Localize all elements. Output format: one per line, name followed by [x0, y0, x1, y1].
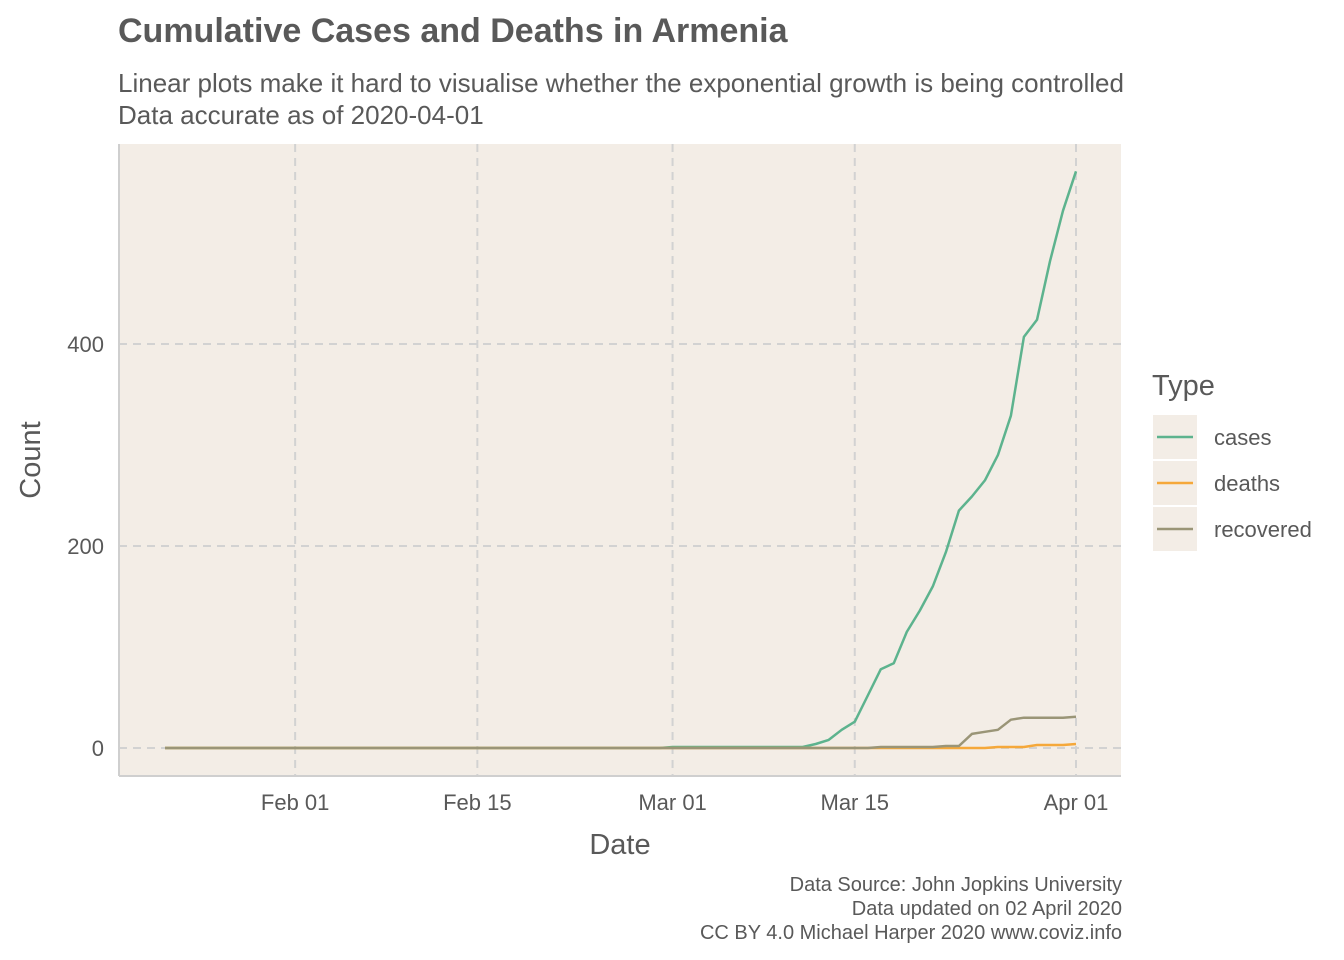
legend: Type cases deaths recovered [1152, 370, 1312, 551]
x-tick-label: Mar 01 [638, 790, 706, 815]
x-axis-title: Date [589, 829, 650, 861]
x-tick-label: Mar 15 [821, 790, 889, 815]
y-tick-label: 400 [67, 332, 104, 357]
legend-title: Type [1152, 370, 1215, 402]
grid-layer [119, 144, 1121, 776]
label-layer: Feb 01 Feb 15 Mar 01 Mar 15 Apr 01 0 200 400 Dat… [15, 332, 1108, 861]
caption-data-updated: Data updated on 02 April 2020 [851, 898, 1122, 920]
legend-label-cases: cases [1214, 425, 1271, 450]
y-tick-label: 200 [67, 534, 104, 559]
caption-data-source: Data Source: John Jopkins University [789, 874, 1122, 896]
x-tick-label: Feb 15 [443, 790, 512, 815]
series-line-recovered [165, 715, 1077, 750]
x-tick-label: Feb 01 [261, 790, 330, 815]
chart-subtitle-line-2: Data accurate as of 2020-04-01 [118, 100, 484, 130]
caption-license: CC BY 4.0 Michael Harper 2020 www.coviz.… [699, 922, 1122, 944]
series-line-deaths [165, 742, 1077, 750]
series-line-cases [165, 170, 1078, 750]
x-tick-label: Apr 01 [1044, 790, 1109, 815]
axis-layer [118, 144, 1121, 777]
legend-label-deaths: deaths [1214, 471, 1280, 496]
series-layer [165, 170, 1078, 750]
y-axis-title: Count [15, 421, 47, 498]
legend-label-recovered: recovered [1214, 517, 1312, 542]
y-tick-label: 0 [92, 736, 104, 761]
chart-title: Cumulative Cases and Deaths in Armenia [118, 12, 788, 50]
chart-subtitle-line-1: Linear plots make it hard to visualise w… [118, 68, 1124, 98]
plot-panel [119, 144, 1121, 776]
